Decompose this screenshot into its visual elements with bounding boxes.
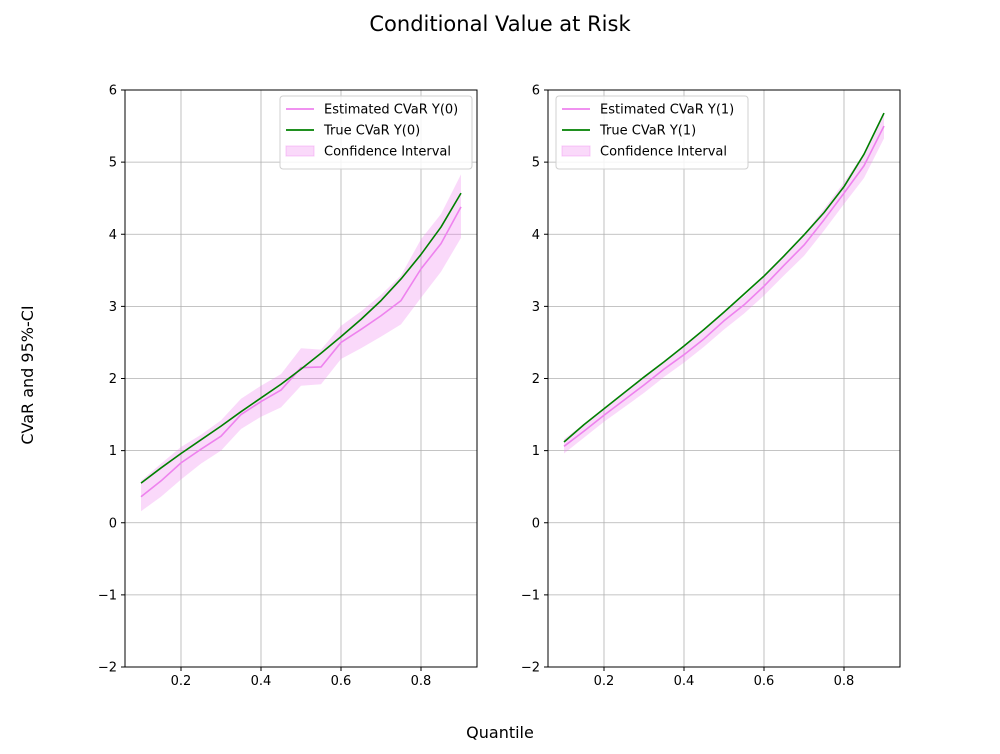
y-tick-label: 0 xyxy=(109,516,117,531)
y-tick-label: 4 xyxy=(109,228,117,243)
legend-patch-swatch xyxy=(285,145,315,157)
x-tick-label: 0.6 xyxy=(331,674,352,689)
legend-patch-swatch xyxy=(561,145,591,157)
y-tick-label: −2 xyxy=(98,661,117,676)
x-tick-label: 0.8 xyxy=(834,674,855,689)
figure-xlabel: Quantile xyxy=(466,723,534,742)
y-tick-label: 5 xyxy=(532,156,540,171)
y-tick-label: 2 xyxy=(532,372,540,387)
panel-1: 0.2 0.4 0.6 0.8 −2 −1 0 1 2 3 4 5 6 Estimated CVaR Y(… xyxy=(98,84,478,689)
x-tick-label: 0.2 xyxy=(171,674,192,689)
x-tick-label: 0.4 xyxy=(251,674,272,689)
legend: Estimated CVaR Y(1) True CVaR Y(1) Confide… xyxy=(555,95,749,170)
estimated-cvar-line xyxy=(140,206,462,498)
x-tick-label: 0.2 xyxy=(594,674,615,689)
y-tick-label: −1 xyxy=(98,588,117,603)
y-tick-label: 0 xyxy=(532,516,540,531)
figure-title: Conditional Value at Risk xyxy=(369,12,631,36)
legend-label: Confidence Interval xyxy=(324,145,451,160)
y-tick-label: 3 xyxy=(532,300,540,315)
legend-box xyxy=(279,95,473,170)
panel-2: 0.2 0.4 0.6 0.8 −2 −1 0 1 2 3 4 5 6 Estimated CVaR Y(… xyxy=(521,84,901,689)
confidence-interval-band xyxy=(564,113,884,454)
panels: 0.2 0.4 0.6 0.8 −2 −1 0 1 2 3 4 5 6 Estimated CVaR Y(… xyxy=(98,84,901,689)
legend-label: Confidence Interval xyxy=(600,145,727,160)
legend-label: True CVaR Y(0) xyxy=(323,124,420,139)
y-tick-label: 6 xyxy=(532,84,540,99)
true-cvar-line xyxy=(563,112,885,443)
y-tick-label: 1 xyxy=(532,444,540,459)
y-tick-label: −2 xyxy=(521,661,540,676)
confidence-interval-band xyxy=(141,174,461,512)
y-tick-label: 1 xyxy=(109,444,117,459)
y-tick-label: 6 xyxy=(109,84,117,99)
y-tick-label: 4 xyxy=(532,228,540,243)
figure-ylabel: CVaR and 95%-CI xyxy=(18,305,37,444)
x-tick-label: 0.6 xyxy=(754,674,775,689)
legend-label: True CVaR Y(1) xyxy=(599,124,696,139)
estimated-cvar-line xyxy=(563,125,885,447)
y-tick-label: 5 xyxy=(109,156,117,171)
x-tick-label: 0.8 xyxy=(411,674,432,689)
y-tick-label: 2 xyxy=(109,372,117,387)
legend-box xyxy=(555,95,749,170)
x-tick-label: 0.4 xyxy=(674,674,695,689)
legend-label: Estimated CVaR Y(1) xyxy=(600,103,734,118)
legend: Estimated CVaR Y(0) True CVaR Y(0) Confide… xyxy=(279,95,473,170)
y-tick-label: −1 xyxy=(521,588,540,603)
y-tick-label: 3 xyxy=(109,300,117,315)
true-cvar-line xyxy=(140,192,462,484)
legend-label: Estimated CVaR Y(0) xyxy=(324,103,458,118)
